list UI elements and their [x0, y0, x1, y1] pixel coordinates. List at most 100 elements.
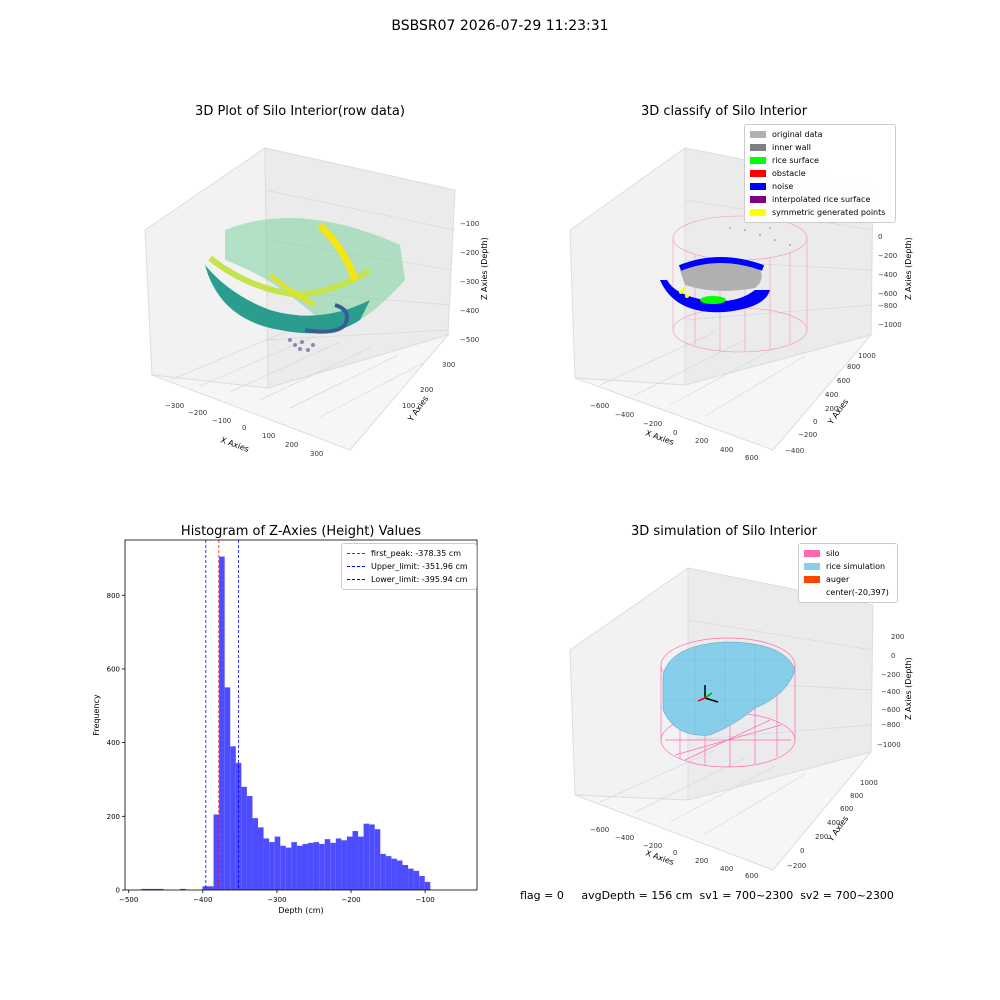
- histogram-bar: [141, 888, 147, 890]
- histogram-bar: [419, 876, 425, 890]
- legend-entry: rice surface: [750, 154, 890, 167]
- raw-ztick: −100: [460, 220, 479, 228]
- histogram-bar: [252, 818, 259, 890]
- legend-label: center(-20,397): [826, 588, 889, 597]
- y-tick-label: 400: [107, 739, 120, 747]
- raw-ztick: −200: [460, 249, 479, 257]
- sim-zlabel: Z Axies (Depth): [904, 657, 913, 720]
- raw-ytick: 100: [402, 402, 415, 410]
- legend-label: rice surface: [772, 156, 819, 165]
- legend-swatch: [804, 589, 820, 596]
- classify-ztick: −800: [878, 302, 897, 310]
- legend-label: rice simulation: [826, 562, 886, 571]
- legend-label: silo: [826, 549, 840, 558]
- x-axis-label: Depth (cm): [278, 906, 323, 915]
- classify-ztick: −200: [878, 252, 897, 260]
- legend-line-swatch: [347, 566, 365, 567]
- classify-xtick: −400: [615, 411, 634, 419]
- histogram-bar: [358, 836, 364, 890]
- histogram-bar: [202, 886, 208, 890]
- legend-swatch: [750, 183, 766, 190]
- x-tick-label: −200: [341, 896, 360, 904]
- x-tick-label: −500: [119, 896, 138, 904]
- raw-zlabel: Z Axies (Depth): [480, 237, 489, 300]
- histogram-bar: [319, 843, 325, 890]
- classify-ztick: 0: [878, 233, 882, 241]
- legend-swatch: [750, 196, 766, 203]
- legend-label: inner wall: [772, 143, 812, 152]
- y-tick-label: 0: [116, 887, 120, 895]
- legend-label: symmetric generated points: [772, 208, 886, 217]
- x-tick-label: −100: [416, 896, 435, 904]
- sim-ytick: −200: [787, 862, 806, 870]
- simulation-plot-title: 3D simulation of Silo Interior: [631, 524, 817, 539]
- histogram-bar: [207, 886, 214, 890]
- legend-entry: Lower_limit: -395.94 cm: [347, 573, 471, 586]
- sim-ztick: −400: [881, 688, 900, 696]
- classify-ytick: 200: [825, 405, 838, 413]
- raw-xtick: 0: [242, 424, 246, 432]
- sim-ztick: 200: [891, 633, 904, 641]
- classify-xlabel: X Axies: [644, 428, 675, 447]
- sim-ztick: −600: [881, 706, 900, 714]
- sim-ytick: 800: [850, 792, 863, 800]
- histogram-bar: [424, 881, 431, 890]
- legend-label: first_peak: -378.35 cm: [371, 549, 462, 558]
- histogram-bar: [308, 842, 314, 890]
- classify-xtick: −600: [590, 402, 609, 410]
- sim-ztick: −800: [881, 721, 900, 729]
- classify-ytick: 400: [825, 391, 838, 399]
- histogram-bar: [396, 860, 403, 890]
- classify-ytick: 0: [813, 418, 817, 426]
- classify-ytick: −200: [798, 431, 817, 439]
- legend-line-swatch: [347, 553, 365, 554]
- sim-ytick: 200: [815, 833, 828, 841]
- legend-entry: Upper_limit: -351.96 cm: [347, 560, 471, 573]
- raw-ztick: −300: [460, 278, 479, 286]
- histogram-bar: [230, 746, 236, 890]
- legend-swatch: [750, 144, 766, 151]
- histogram-bar: [380, 853, 386, 890]
- legend-entry: center(-20,397): [804, 586, 892, 599]
- classify-xtick: 400: [720, 446, 733, 454]
- legend-line-swatch: [347, 579, 365, 580]
- legend-label: interpolated rice surface: [772, 195, 871, 204]
- raw-ztick: −500: [460, 336, 479, 344]
- raw-xlabel: X Axies: [219, 435, 250, 454]
- sim-ytick: 600: [840, 805, 853, 813]
- raw-xtick: 200: [285, 441, 298, 449]
- histogram-bar: [391, 858, 397, 890]
- legend-entry: first_peak: -378.35 cm: [347, 547, 471, 560]
- sim-xtick: 200: [695, 857, 708, 865]
- histogram-legend: first_peak: -378.35 cm Upper_limit: -351.…: [341, 543, 477, 590]
- legend-label: original data: [772, 130, 823, 139]
- histogram-bar: [280, 845, 286, 890]
- histogram-bar: [341, 840, 347, 890]
- histogram-bar: [213, 814, 220, 890]
- legend-entry: symmetric generated points: [750, 206, 890, 219]
- classify-xtick: 0: [673, 429, 677, 437]
- raw-xtick: −200: [188, 409, 207, 417]
- histogram-bar: [313, 842, 320, 890]
- classify-ytick: 800: [847, 363, 860, 371]
- classify-ztick: −1000: [878, 321, 902, 329]
- legend-entry: silo: [804, 547, 892, 560]
- classify-ztick: −400: [878, 271, 897, 279]
- legend-label: obstacle: [772, 169, 806, 178]
- classify-ztick: −600: [878, 290, 897, 298]
- histogram-bar: [263, 838, 270, 890]
- legend-swatch: [804, 576, 820, 583]
- histogram-bar: [274, 836, 281, 890]
- y-tick-label: 600: [107, 665, 120, 673]
- histogram-bar: [302, 843, 309, 890]
- classify-xtick: 600: [745, 454, 758, 462]
- histogram-bar: [324, 839, 331, 890]
- raw-ytick: 300: [442, 361, 455, 369]
- sim-ztick: 0: [891, 652, 895, 660]
- raw-xtick: −300: [165, 402, 184, 410]
- legend-entry: auger: [804, 573, 892, 586]
- legend-swatch: [750, 170, 766, 177]
- classify-zlabel: Z Axies (Depth): [904, 237, 913, 300]
- sim-ytick: 1000: [860, 779, 878, 787]
- classify-xtick: 200: [695, 437, 708, 445]
